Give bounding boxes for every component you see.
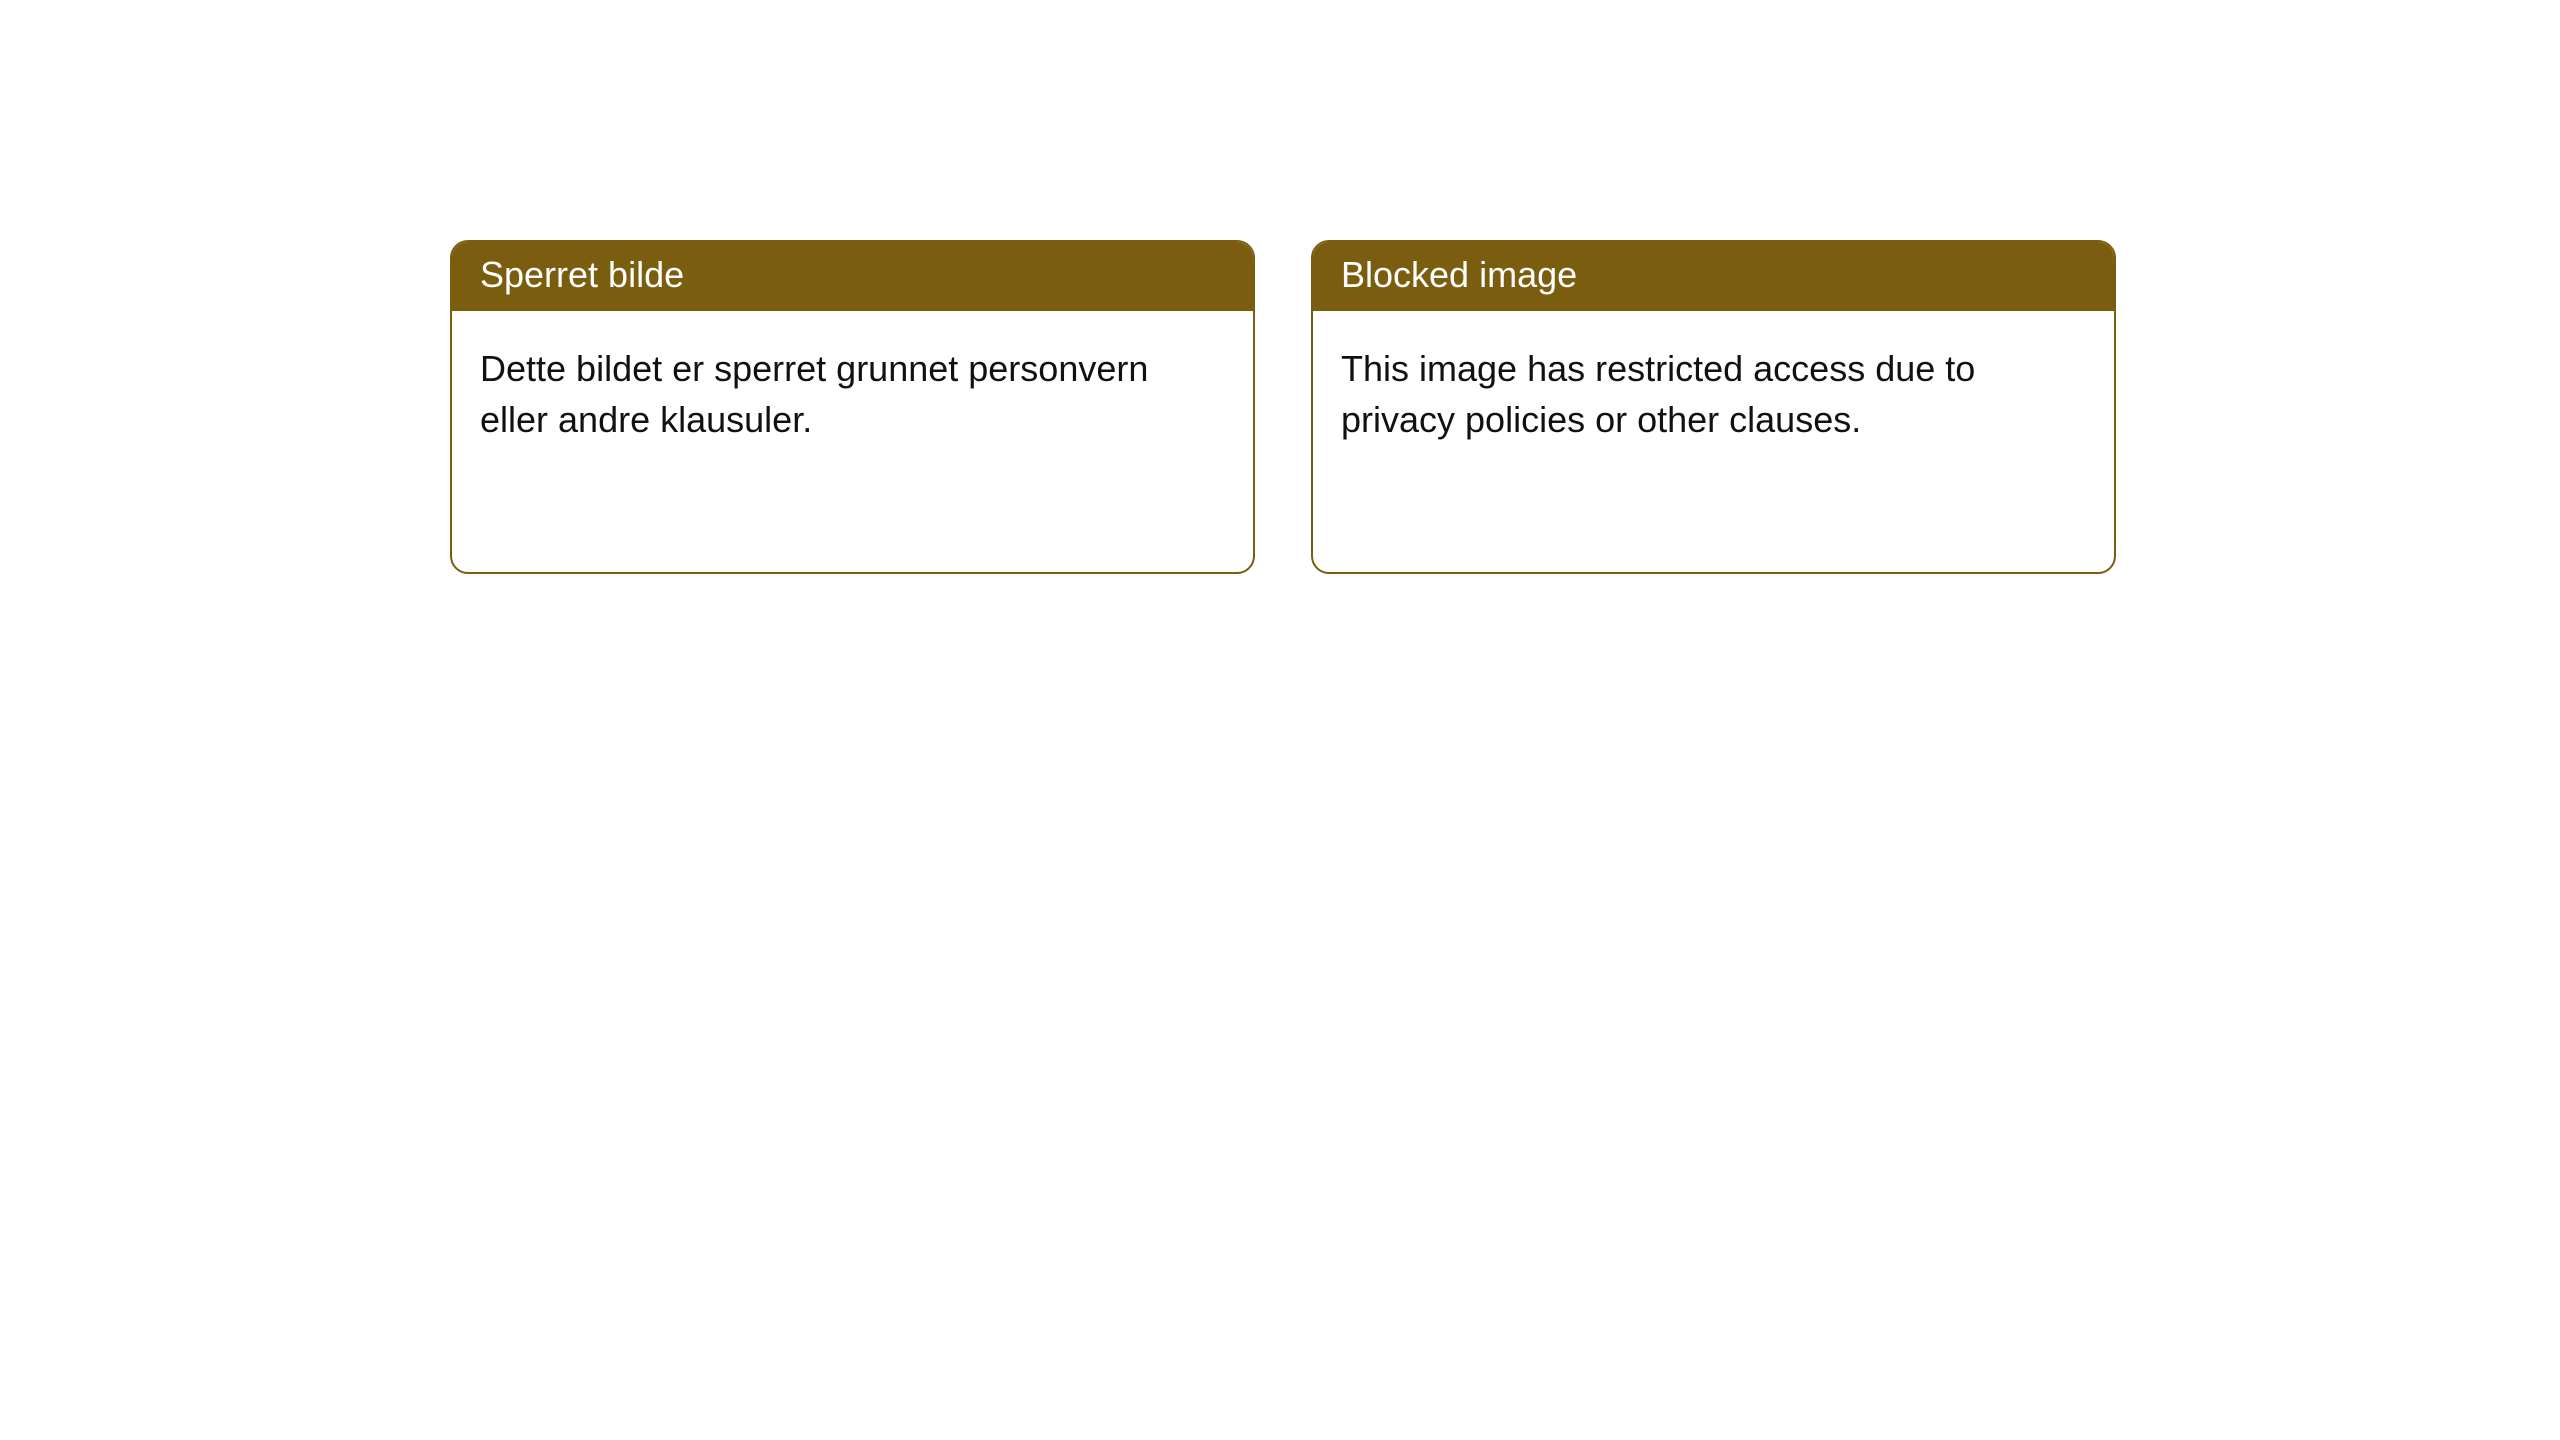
notice-title: Blocked image [1313, 242, 2114, 311]
notice-title: Sperret bilde [452, 242, 1253, 311]
notice-container: Sperret bilde Dette bildet er sperret gr… [0, 0, 2560, 574]
notice-card-english: Blocked image This image has restricted … [1311, 240, 2116, 574]
notice-body: Dette bildet er sperret grunnet personve… [452, 311, 1253, 477]
notice-card-norwegian: Sperret bilde Dette bildet er sperret gr… [450, 240, 1255, 574]
notice-body: This image has restricted access due to … [1313, 311, 2114, 477]
